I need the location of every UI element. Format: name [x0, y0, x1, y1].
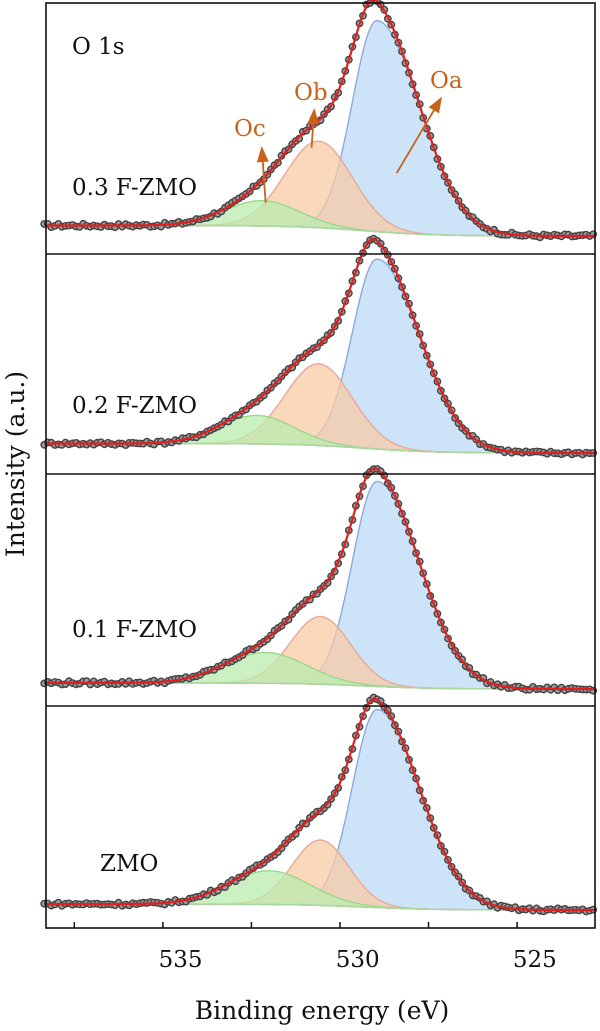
- annotation-label-oa: Oa: [430, 68, 463, 94]
- plot-border: [45, 2, 596, 929]
- spectrum-3: [40, 693, 598, 916]
- x-tick-label: 525: [513, 947, 557, 973]
- fit-envelope-2: [46, 467, 595, 691]
- annotation-arrowhead-oa: [428, 96, 442, 114]
- labels-layer: O 1s Binding energy (eV) Intensity (a.u.…: [1, 34, 463, 1025]
- annotation-label-ob: Ob: [294, 80, 328, 106]
- plot-frame: [45, 2, 596, 929]
- x-axis-label: Binding energy (eV): [195, 996, 450, 1025]
- spectrum-0: [40, 0, 598, 242]
- spectrum-label-3: ZMO: [100, 851, 158, 877]
- fit-envelope-0: [46, 0, 595, 238]
- component-annotations: Oc Ob Oa: [234, 68, 463, 203]
- core-level-label: O 1s: [72, 34, 125, 60]
- spectrum-label-2: 0.1 F-ZMO: [72, 617, 197, 643]
- spectrum-1: [40, 234, 598, 459]
- x-axis-ticks: 535 530 525: [73, 922, 557, 973]
- annotation-arrowhead-oc: [256, 146, 269, 163]
- spectrum-2: [40, 465, 598, 695]
- annotation-label-oc: Oc: [234, 116, 266, 142]
- annotation-arrowhead-ob: [307, 108, 320, 125]
- fit-envelope-3: [46, 697, 595, 912]
- spectra-layer: [40, 0, 598, 916]
- x-tick-label: 530: [336, 947, 380, 973]
- x-tick-label: 535: [159, 947, 203, 973]
- fit-envelope-1: [46, 237, 595, 455]
- annotation-arrow-oa: [395, 99, 441, 174]
- y-axis-label: Intensity (a.u.): [1, 371, 30, 557]
- spectrum-label-1: 0.2 F-ZMO: [72, 393, 197, 419]
- spectrum-label-0: 0.3 F-ZMO: [72, 175, 197, 201]
